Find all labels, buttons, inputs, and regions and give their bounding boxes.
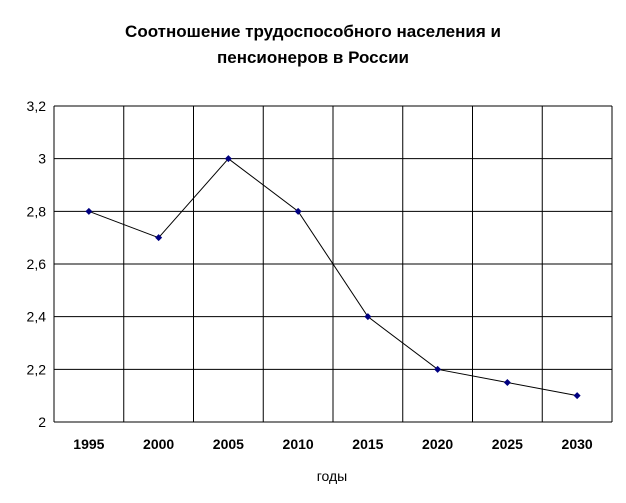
y-tick-label: 2,8 bbox=[27, 203, 47, 219]
x-tick-label: 2005 bbox=[213, 436, 244, 452]
chart-title-line-1: Соотношение трудоспособного населения и bbox=[125, 22, 501, 41]
y-tick-label: 2,6 bbox=[27, 256, 47, 272]
data-point bbox=[434, 365, 442, 373]
data-point bbox=[573, 392, 581, 400]
y-tick-label: 3,2 bbox=[27, 98, 47, 114]
y-tick-label: 2 bbox=[38, 414, 46, 430]
chart-title-line-2: пенсионеров в России bbox=[217, 48, 409, 67]
x-tick-label: 2025 bbox=[492, 436, 523, 452]
y-tick-label: 3 bbox=[38, 151, 46, 167]
x-tick-label: 2010 bbox=[283, 436, 314, 452]
plot-area: 2 2,2 2,4 2,6 2,8 3 3,2 1995 2000 2005 2010 2015 202… bbox=[27, 98, 613, 452]
y-tick-label: 2,4 bbox=[27, 309, 47, 325]
x-tick-label: 2020 bbox=[422, 436, 453, 452]
data-point bbox=[155, 234, 163, 242]
x-axis-label: годы bbox=[317, 468, 348, 484]
x-tick-label: 2030 bbox=[562, 436, 593, 452]
data-point bbox=[85, 207, 93, 215]
series-line bbox=[88, 157, 578, 397]
data-point bbox=[364, 313, 372, 321]
data-point bbox=[503, 379, 511, 386]
x-tick-label: 2015 bbox=[352, 436, 383, 452]
x-tick-label: 2000 bbox=[143, 436, 174, 452]
x-tick-label: 1995 bbox=[73, 436, 104, 452]
data-point bbox=[294, 207, 302, 215]
data-point bbox=[224, 155, 232, 163]
y-tick-label: 2,2 bbox=[27, 361, 47, 377]
